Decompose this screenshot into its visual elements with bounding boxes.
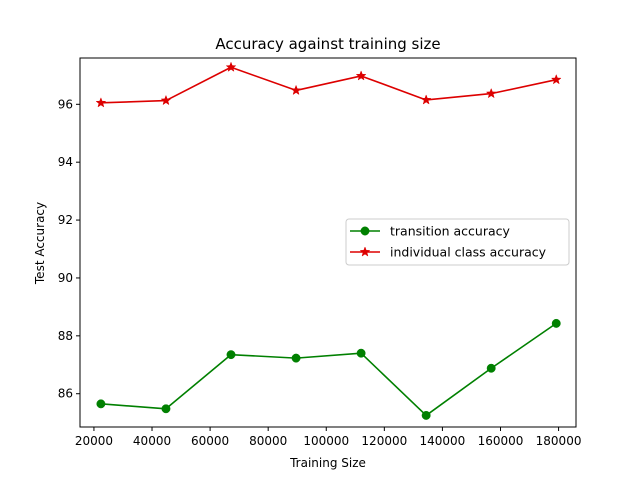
legend-label: individual class accuracy — [390, 245, 547, 260]
legend-entries: transition accuracy individual class accu… — [350, 224, 547, 260]
x-axis-label: Training Size — [289, 456, 366, 470]
legend-entry: individual class accuracy — [350, 245, 547, 260]
data-point — [95, 97, 107, 108]
data-point — [551, 318, 561, 328]
y-tick-label: 94 — [58, 155, 73, 169]
data-point — [226, 350, 236, 360]
x-tick-label: 100000 — [303, 434, 349, 448]
legend: transition accuracy individual class accu… — [345, 218, 570, 266]
data-point — [356, 348, 366, 358]
data-point — [161, 404, 171, 414]
legend-entry: transition accuracy — [350, 224, 511, 239]
data-point — [550, 73, 562, 85]
x-tick-label: 20000 — [75, 434, 113, 448]
data-point — [486, 363, 496, 373]
legend-label: transition accuracy — [390, 224, 511, 239]
series-2 — [95, 61, 562, 108]
ticks-layer: 20000 40000 60000 80000 100000 120000 140000 16… — [58, 97, 582, 448]
y-tick-label: 90 — [58, 271, 73, 285]
data-point — [485, 87, 497, 99]
data-point — [225, 61, 237, 72]
x-tick-label: 60000 — [191, 434, 229, 448]
legend-marker — [359, 246, 371, 257]
y-tick-label: 88 — [58, 329, 73, 343]
y-tick-label: 86 — [58, 387, 73, 401]
data-point — [290, 84, 302, 96]
series-line — [100, 66, 557, 104]
series-line — [100, 322, 557, 417]
data-point — [355, 70, 367, 81]
series-1 — [96, 318, 561, 420]
plot-frame — [79, 57, 577, 428]
data-point — [421, 410, 431, 420]
x-tick-label: 160000 — [478, 434, 524, 448]
x-tick-label: 80000 — [249, 434, 287, 448]
series-layer — [95, 61, 562, 420]
legend-marker — [360, 226, 370, 236]
data-point — [96, 399, 106, 409]
x-tick-label: 180000 — [536, 434, 582, 448]
data-point — [420, 94, 432, 105]
x-tick-label: 40000 — [133, 434, 171, 448]
y-axis-label: Test Accuracy — [33, 202, 47, 285]
y-tick-label: 96 — [58, 97, 73, 111]
data-point — [291, 353, 301, 363]
x-tick-label: 120000 — [361, 434, 407, 448]
y-tick-label: 92 — [58, 213, 73, 227]
chart-title: Accuracy against training size — [215, 35, 440, 53]
legend-box — [345, 218, 570, 266]
data-point — [160, 94, 172, 106]
x-tick-label: 140000 — [420, 434, 466, 448]
